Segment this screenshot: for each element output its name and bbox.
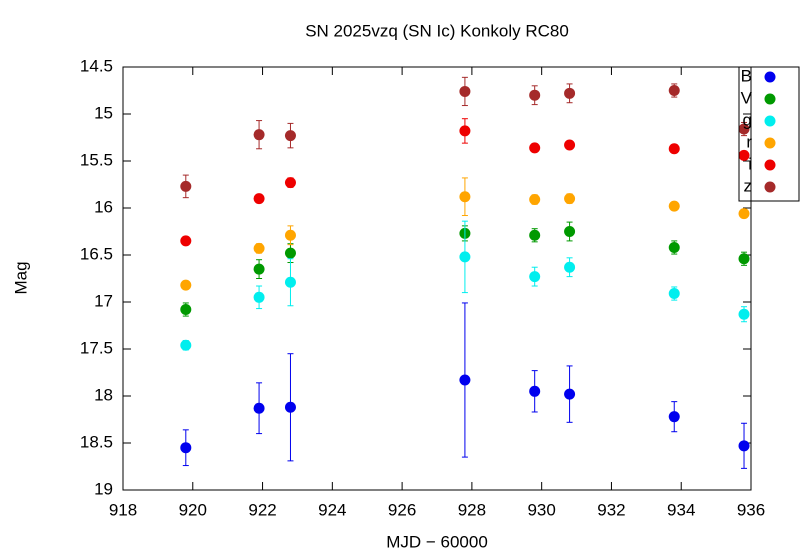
data-point [668,241,680,253]
data-point [284,130,296,142]
legend-label: z [744,176,753,195]
data-point [738,123,750,135]
data-point [253,263,265,275]
data-point [284,401,296,413]
legend-marker [764,159,776,171]
y-tick-label: 14.5 [80,56,113,75]
x-tick-label: 918 [109,500,137,519]
data-point [529,142,541,154]
data-point [564,226,576,237]
y-tick-label: 18.5 [80,432,113,451]
y-tick-label: 18 [94,385,113,404]
x-tick-label: 936 [737,500,765,519]
data-point [459,125,471,137]
legend-marker [764,93,776,105]
data-point [738,308,750,320]
data-point [253,291,265,303]
y-tick-label: 16.5 [80,244,113,263]
x-tick-label: 932 [597,500,625,519]
x-tick-label: 934 [667,500,695,519]
data-point [253,402,265,414]
x-tick-label: 924 [318,500,346,519]
data-point [180,180,192,192]
data-point [668,85,680,96]
data-point [738,253,750,265]
y-tick-label: 15 [94,103,113,122]
y-tick-label: 19 [94,479,113,498]
legend-marker [764,137,776,149]
chart-title: SN 2025vzq (SN Ic) Konkoly RC80 [305,21,569,40]
data-point [459,374,471,386]
data-point [180,304,192,316]
data-point [284,229,296,241]
data-point [284,247,296,259]
data-point [668,411,680,423]
y-tick-label: 17 [94,291,113,310]
data-point [564,87,576,99]
data-point [668,200,680,212]
legend-marker [764,115,776,127]
data-point [529,271,541,283]
data-point [253,193,265,205]
data-point [529,194,541,206]
legend-label: V [741,88,753,107]
data-point [253,129,265,141]
data-point [738,149,750,161]
legend-label: r [746,132,752,151]
legend-marker [764,181,776,193]
legend-label: g [743,110,752,129]
data-point [253,242,265,254]
x-tick-label: 926 [388,500,416,519]
x-tick-label: 928 [458,500,486,519]
y-tick-label: 17.5 [80,338,113,357]
data-point [668,143,680,155]
data-point [738,208,750,220]
data-point [564,261,576,273]
data-point [459,251,471,263]
y-tick-label: 15.5 [80,150,113,169]
data-point [180,442,192,454]
data-point [564,139,576,151]
legend-label: B [741,66,752,85]
x-axis-label: MJD − 60000 [386,532,488,551]
data-point [529,89,541,101]
data-point [668,288,680,300]
data-point [529,229,541,241]
data-point [459,85,471,97]
data-point [180,279,192,291]
data-point [529,385,541,397]
data-point [284,276,296,288]
data-point [564,193,576,205]
y-tick-label: 16 [94,197,113,216]
data-point [564,388,576,400]
y-axis-label: Mag [11,261,30,294]
data-point [738,440,750,452]
x-tick-label: 930 [527,500,555,519]
legend-label: i [748,154,752,173]
legend-box [738,66,800,202]
data-point [284,177,296,189]
data-point [459,191,471,203]
data-point [180,339,192,351]
plot-frame [122,66,752,491]
legend-marker [764,71,776,83]
data-point [180,235,192,247]
x-tick-label: 920 [179,500,207,519]
x-tick-label: 922 [248,500,276,519]
